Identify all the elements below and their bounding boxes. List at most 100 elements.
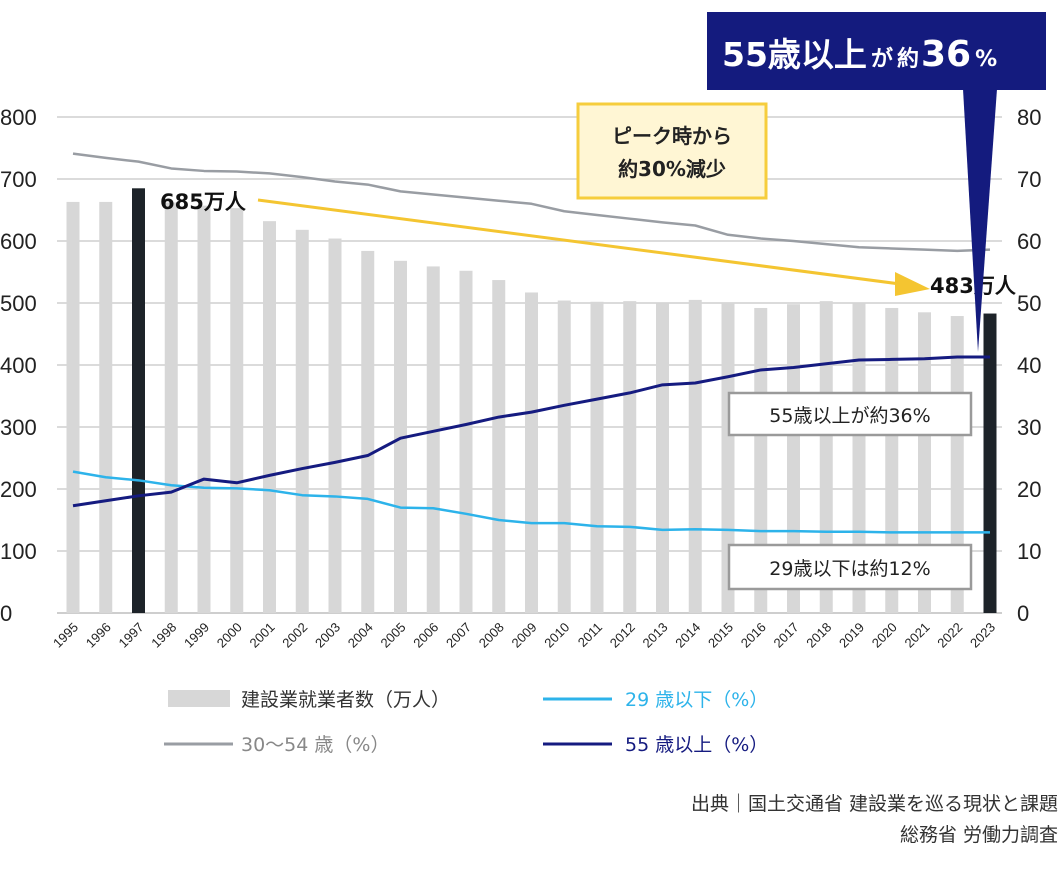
x-tick-label: 2002 <box>279 620 310 651</box>
legend-under29-label: 29 歳以下（%） <box>625 689 768 711</box>
bar-2012 <box>623 301 637 613</box>
bar-2021 <box>918 312 931 613</box>
bar-2019 <box>852 303 866 613</box>
bar-2009 <box>525 292 538 613</box>
bar-2017 <box>787 304 800 613</box>
bar-1998 <box>164 202 178 613</box>
x-tick-label: 2009 <box>509 620 540 651</box>
series-line-0 <box>72 152 991 253</box>
peak-box-line2: 約30%減少 <box>618 157 726 181</box>
bar-2007 <box>459 270 473 613</box>
bar-2003 <box>328 238 342 613</box>
bar-2004 <box>361 250 375 614</box>
bar-2000 <box>230 208 244 613</box>
left-axis: 0 100 200 300 400 500 600 700 800 <box>0 105 37 626</box>
x-tick-label: 2020 <box>869 620 900 651</box>
bar-1995 <box>66 201 80 613</box>
bar-1999 <box>197 205 211 613</box>
bar-2015 <box>721 303 735 613</box>
x-tick-label: 2001 <box>247 620 278 651</box>
x-tick-label: 2018 <box>803 620 834 651</box>
bar-2006 <box>426 266 440 613</box>
bar-2001 <box>263 221 276 613</box>
right-tick-label: 0 <box>1017 601 1029 626</box>
legend-bars-label: 建設業就業者数（万人） <box>241 689 450 711</box>
bar-2016 <box>754 307 768 613</box>
bar-2023 <box>983 313 997 613</box>
callout-box <box>707 12 1046 90</box>
left-tick-label: 800 <box>0 105 37 130</box>
x-tick-label: 2012 <box>607 620 638 651</box>
bar-series <box>66 188 997 614</box>
bar-1996 <box>99 201 113 613</box>
right-tick-label: 30 <box>1017 415 1041 440</box>
callout-pointer <box>963 89 997 352</box>
peak-box-line1: ピーク時から <box>612 124 732 148</box>
decline-arrow <box>257 198 930 296</box>
x-tick-label: 2023 <box>967 620 998 651</box>
series-line-2 <box>72 355 990 508</box>
x-tick-label: 2021 <box>902 620 933 651</box>
x-tick-label: 2004 <box>345 620 376 651</box>
peak-box <box>576 102 768 200</box>
bar-1997 <box>132 188 145 614</box>
x-axis: 1995 1996 1997 1998 1999 2000 2001 2002 2003 2004… <box>50 620 998 651</box>
callout-55-over: 55歳以上が約36% <box>707 12 1046 352</box>
callout-title: 55歳以上が約36% <box>722 34 997 75</box>
left-tick-label: 500 <box>0 291 37 316</box>
bar-2010 <box>557 300 571 613</box>
x-tick-label: 2008 <box>476 620 507 651</box>
left-tick-label: 200 <box>0 477 37 502</box>
legend-over55-label: 55 歳以上（%） <box>625 734 768 756</box>
decline-arrow-head <box>895 272 930 296</box>
x-tick-label: 2011 <box>575 620 605 650</box>
left-tick-label: 0 <box>0 601 12 626</box>
right-tick-label: 10 <box>1017 539 1041 564</box>
source-line1: 出典｜国土交通省 建設業を巡る現状と課題 <box>691 793 1058 815</box>
box-55-over: 55歳以上が約36% <box>727 391 973 437</box>
left-tick-label: 400 <box>0 353 37 378</box>
x-tick-label: 2015 <box>705 620 736 651</box>
left-tick-label: 600 <box>0 229 37 254</box>
bar-2013 <box>656 303 669 613</box>
legend-30-54-label: 30～54 歳（%） <box>241 734 389 756</box>
x-tick-label: 2003 <box>312 620 343 651</box>
label-483: 483万人 <box>930 274 1016 298</box>
peak-annotation: ピーク時から 約30%減少 <box>576 102 768 200</box>
bar-2014 <box>688 299 702 613</box>
x-tick-label: 2022 <box>934 620 965 651</box>
right-axis: 0 10 20 30 40 50 60 70 80 <box>1017 105 1041 626</box>
x-tick-label: 2013 <box>640 620 671 651</box>
box-55-frame <box>727 391 973 437</box>
bar-2008 <box>492 280 506 613</box>
x-tick-label: 2019 <box>836 620 867 651</box>
source-line2: 総務省 労働力調査 <box>900 824 1058 846</box>
bar-2011 <box>590 301 604 613</box>
x-tick-label: 1995 <box>50 620 81 651</box>
right-tick-label: 80 <box>1017 105 1041 130</box>
x-tick-label: 2006 <box>410 620 441 651</box>
right-tick-label: 20 <box>1017 477 1041 502</box>
x-tick-label: 2017 <box>771 620 802 651</box>
x-tick-label: 2016 <box>738 620 769 651</box>
left-tick-label: 100 <box>0 539 37 564</box>
x-tick-label: 2000 <box>214 620 245 651</box>
x-tick-label: 1997 <box>116 620 147 651</box>
bar-2002 <box>295 229 309 613</box>
left-tick-label: 700 <box>0 167 37 192</box>
x-tick-label: 1999 <box>181 620 212 651</box>
decline-arrow-line <box>257 198 901 286</box>
x-tick-label: 2007 <box>443 620 474 651</box>
x-tick-label: 2005 <box>378 620 409 651</box>
right-tick-label: 70 <box>1017 167 1041 192</box>
x-tick-label: 2014 <box>672 620 703 651</box>
bar-2020 <box>885 307 899 613</box>
label-685: 685万人 <box>160 190 246 214</box>
right-tick-label: 40 <box>1017 353 1041 378</box>
x-tick-label: 1996 <box>83 620 114 651</box>
x-tick-label: 2010 <box>541 620 572 651</box>
bar-2022 <box>950 316 964 613</box>
series-line-1 <box>72 470 990 534</box>
line-series <box>72 152 991 534</box>
